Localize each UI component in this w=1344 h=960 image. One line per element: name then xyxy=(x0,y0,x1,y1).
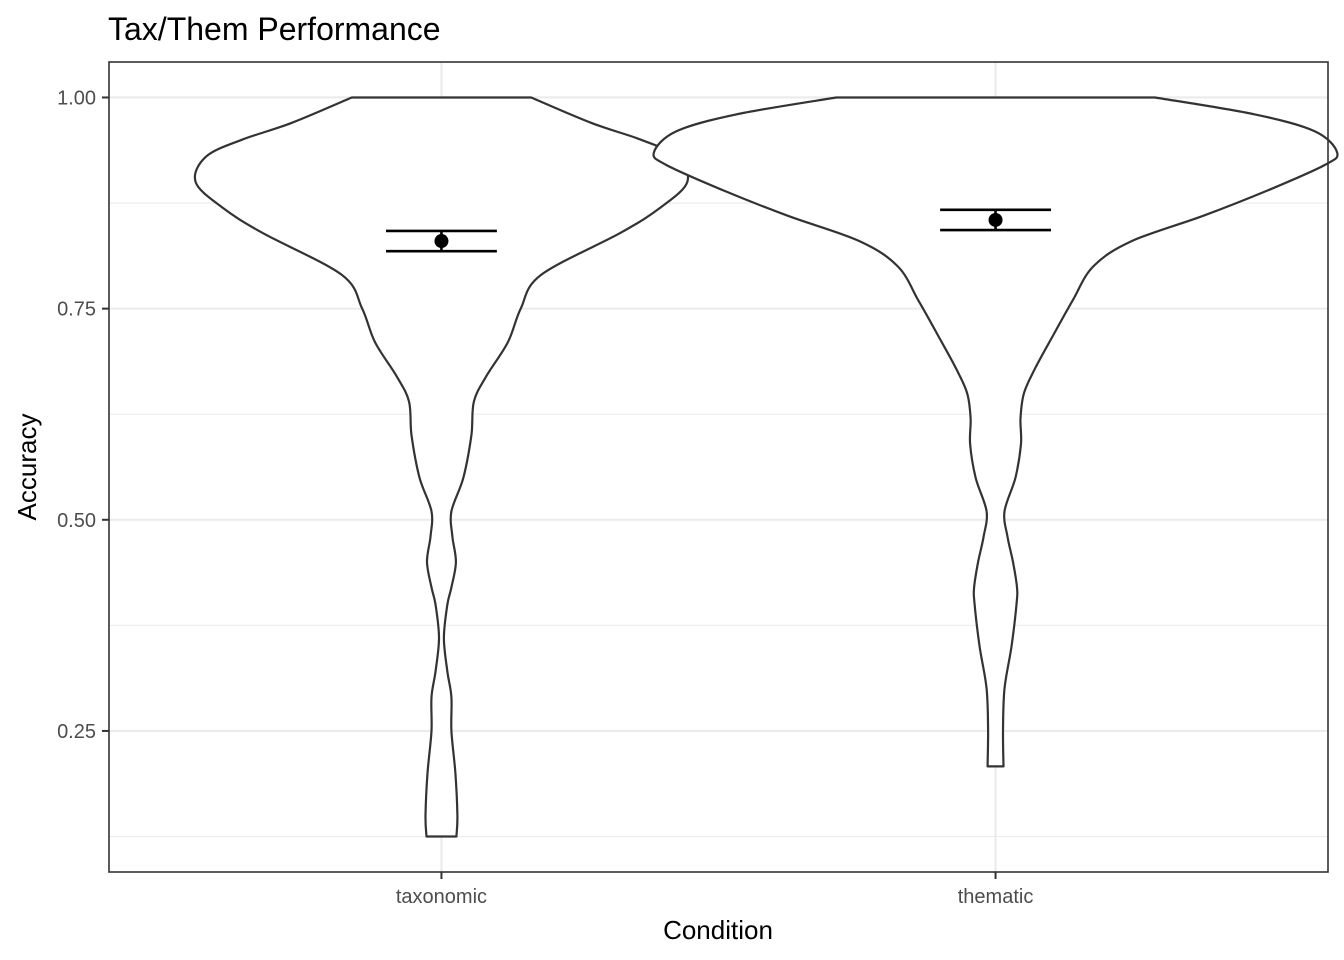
mean-point-thematic xyxy=(988,212,1003,227)
x-tick-label: thematic xyxy=(958,886,1034,908)
x-tick-label: taxonomic xyxy=(396,886,487,908)
panel-border xyxy=(108,61,1329,873)
y-tick-label: 1.00 xyxy=(57,87,96,109)
x-axis: taxonomic thematic xyxy=(396,872,1033,908)
y-tick-label: 0.50 xyxy=(57,510,96,532)
y-axis: 0.25 0.50 0.75 1.00 xyxy=(57,87,109,743)
violins xyxy=(193,96,1339,838)
error-bars xyxy=(386,208,1051,253)
chart-title: Tax/Them Performance xyxy=(108,11,441,47)
mean-point-taxonomic xyxy=(434,234,449,249)
violin-thematic xyxy=(652,96,1339,768)
y-axis-title: Accuracy xyxy=(12,414,42,521)
y-tick-label: 0.25 xyxy=(57,721,96,743)
y-tick-label: 0.75 xyxy=(57,299,96,321)
violin-taxonomic xyxy=(193,96,690,838)
x-axis-title: Condition xyxy=(663,915,773,945)
